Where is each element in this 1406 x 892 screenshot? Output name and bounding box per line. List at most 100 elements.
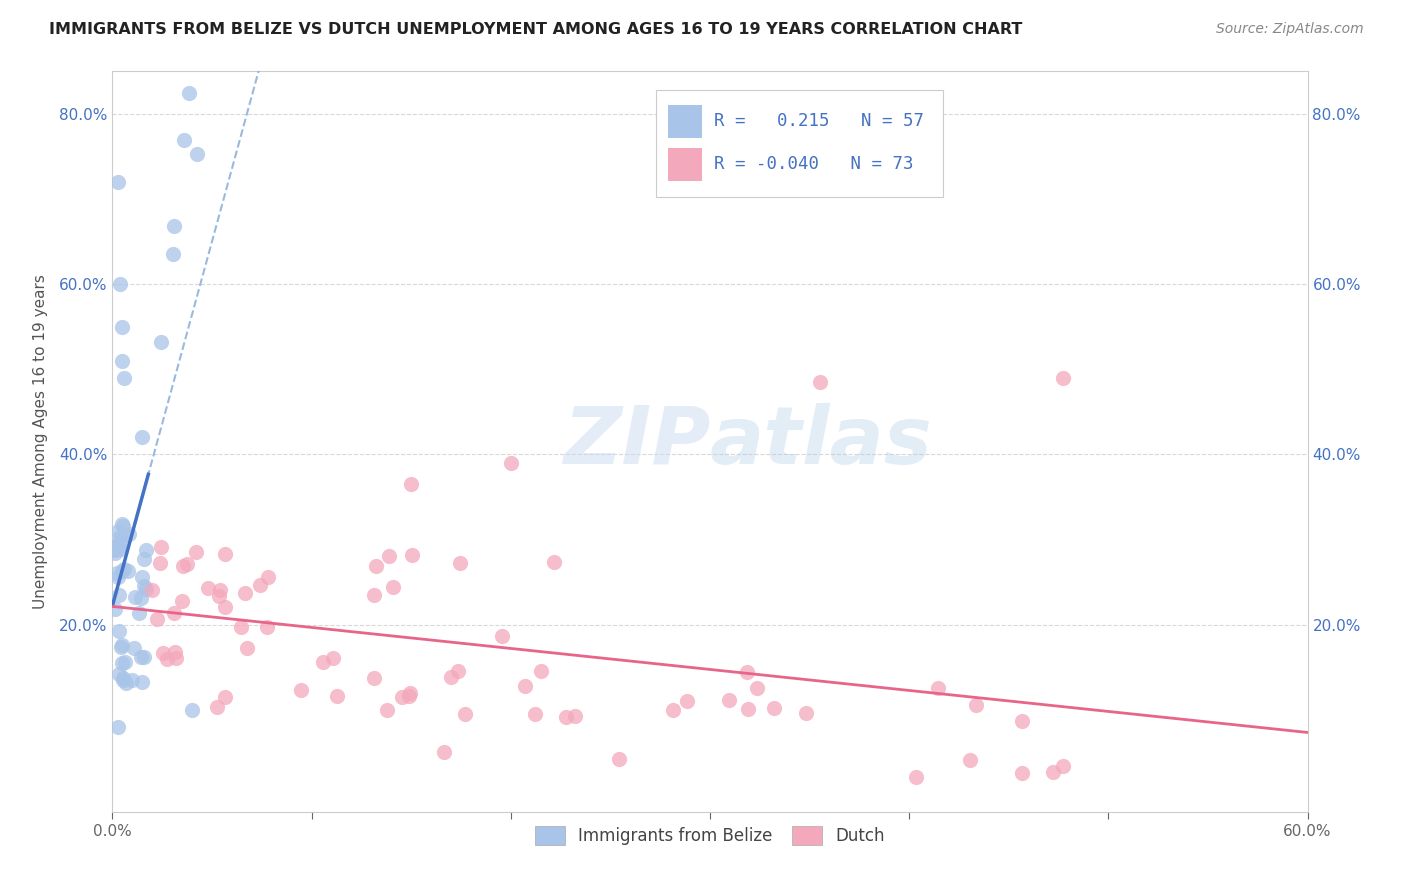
Point [523, 706, 546, 721]
Text: R =   0.215   N = 57: R = 0.215 N = 57 [714, 112, 924, 130]
Point [257, 570, 280, 584]
Point [165, 651, 187, 665]
Point [208, 589, 231, 603]
Point [132, 578, 155, 592]
Point [377, 703, 399, 717]
Point [114, 561, 135, 575]
Point [449, 556, 471, 570]
Y-axis label: Unemployment Among Ages 16 to 19 years: Unemployment Among Ages 16 to 19 years [32, 274, 48, 609]
Point [107, 524, 129, 538]
Point [110, 277, 132, 292]
Point [110, 541, 132, 556]
Point [399, 686, 422, 700]
Point [131, 675, 153, 690]
Point [433, 745, 456, 759]
Point [453, 706, 475, 721]
Point [959, 753, 981, 767]
Point [176, 557, 198, 571]
Point [131, 569, 153, 583]
Point [107, 566, 129, 580]
Point [121, 673, 143, 688]
Point [162, 219, 184, 234]
Point [747, 681, 769, 696]
Point [165, 645, 187, 659]
Point [129, 649, 152, 664]
Point [111, 319, 134, 334]
Legend: Immigrants from Belize, Dutch: Immigrants from Belize, Dutch [529, 819, 891, 852]
Point [107, 720, 129, 734]
Point [111, 353, 134, 368]
Point [114, 370, 135, 384]
Point [662, 703, 685, 717]
Point [904, 770, 927, 784]
Point [1052, 758, 1074, 772]
Point [172, 559, 194, 574]
Point [447, 664, 470, 678]
Point [150, 334, 173, 349]
Point [111, 638, 134, 652]
Bar [668, 147, 702, 181]
Point [179, 87, 201, 101]
Point [149, 540, 172, 554]
Point [965, 698, 987, 712]
Point [675, 694, 697, 708]
Point [363, 588, 385, 602]
Point [326, 689, 349, 703]
Point [737, 702, 759, 716]
Point [135, 543, 157, 558]
Point [115, 675, 138, 690]
Point [1011, 714, 1033, 728]
Text: Source: ZipAtlas.com: Source: ZipAtlas.com [1216, 22, 1364, 37]
Point [366, 559, 388, 574]
Point [322, 650, 344, 665]
Point [114, 528, 136, 542]
Point [256, 620, 278, 634]
Point [794, 706, 817, 720]
Text: IMMIGRANTS FROM BELIZE VS DUTCH UNEMPLOYMENT AMONG AGES 16 TO 19 YEARS CORRELATI: IMMIGRANTS FROM BELIZE VS DUTCH UNEMPLOY… [49, 22, 1022, 37]
Point [108, 588, 131, 602]
Point [363, 671, 385, 685]
Point [107, 570, 129, 584]
Point [110, 535, 132, 549]
Point [112, 671, 135, 685]
Point [312, 656, 335, 670]
Point [107, 175, 129, 189]
Point [104, 546, 127, 560]
Point [111, 516, 134, 531]
Point [249, 578, 271, 592]
Point [118, 527, 141, 541]
Point [107, 539, 129, 553]
Point [181, 703, 204, 717]
Point [927, 681, 949, 696]
Point [104, 602, 127, 616]
Point [128, 606, 150, 620]
Point [440, 669, 463, 683]
Point [117, 565, 139, 579]
Point [110, 657, 132, 671]
Point [114, 656, 136, 670]
Point [401, 549, 423, 563]
Point [111, 673, 134, 688]
Point [135, 582, 157, 596]
Point [124, 590, 146, 604]
Point [122, 640, 145, 655]
Point [214, 547, 236, 561]
Point [1011, 766, 1033, 780]
Point [103, 542, 125, 557]
Point [491, 629, 513, 643]
Bar [668, 104, 702, 138]
Point [197, 581, 219, 595]
Point [186, 545, 208, 559]
Point [290, 682, 312, 697]
Point [235, 640, 257, 655]
Point [513, 679, 536, 693]
Point [156, 652, 179, 666]
Point [1042, 764, 1064, 779]
Point [141, 582, 163, 597]
Point [170, 594, 193, 608]
Point [112, 519, 135, 533]
Point [132, 649, 155, 664]
Point [186, 147, 208, 161]
Text: ZIP: ZIP [562, 402, 710, 481]
Point [1052, 370, 1074, 384]
